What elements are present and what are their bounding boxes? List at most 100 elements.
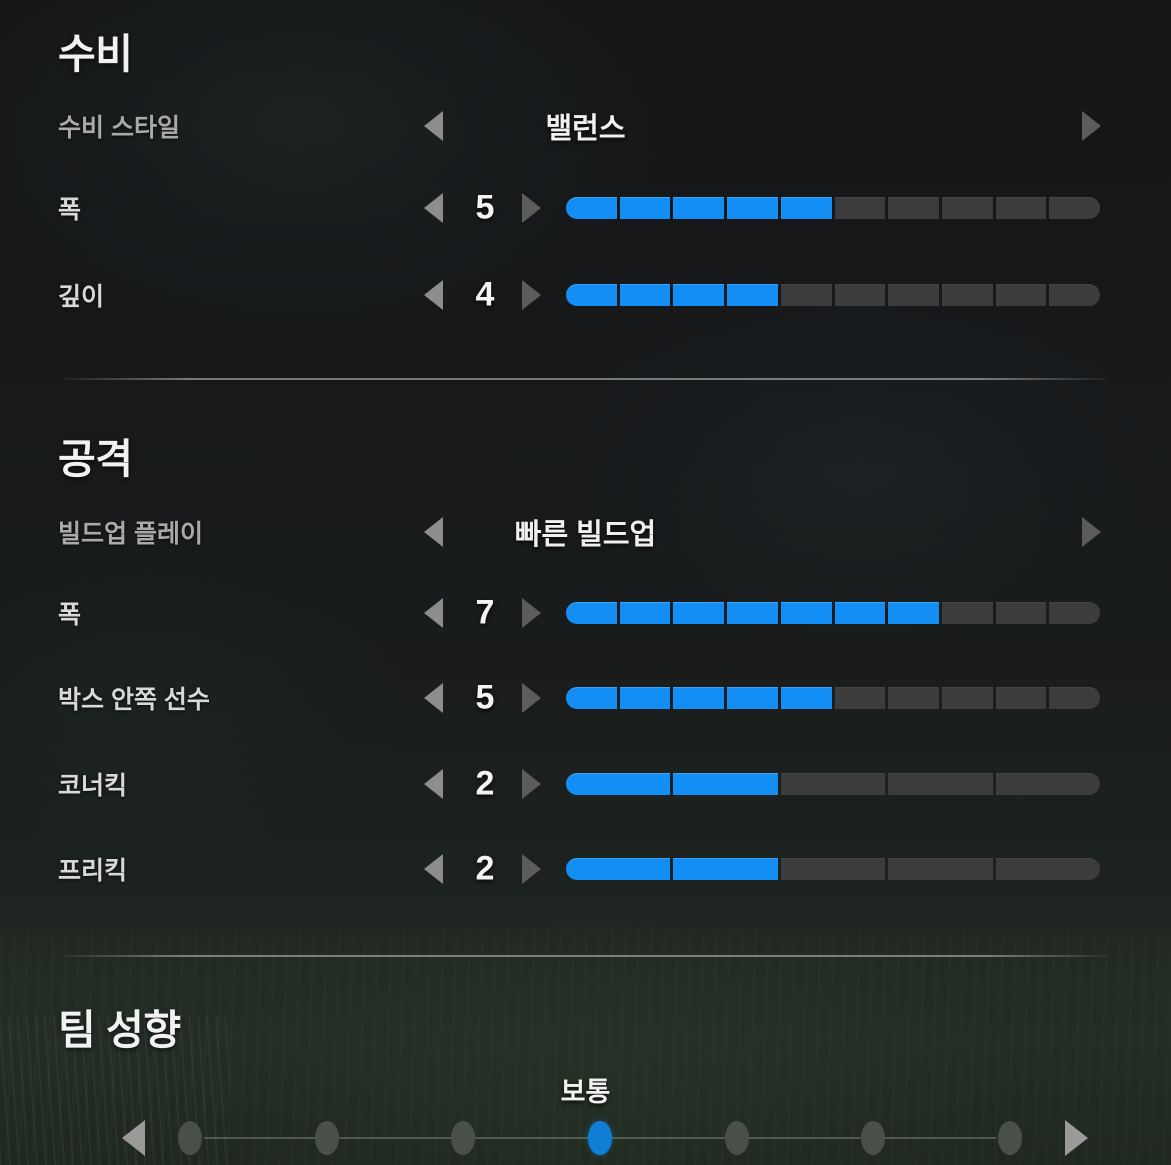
slider-segment[interactable]: [566, 284, 617, 306]
slider-segment[interactable]: [1049, 687, 1101, 709]
slider-segment[interactable]: [566, 773, 671, 795]
triangle-right-icon[interactable]: [522, 769, 541, 799]
triangle-left-icon[interactable]: [424, 683, 443, 713]
slider-segment[interactable]: [888, 773, 993, 795]
slider-segment[interactable]: [673, 773, 778, 795]
slider-segment[interactable]: [566, 602, 617, 624]
slider-segment[interactable]: [673, 602, 725, 624]
slider-segment[interactable]: [834, 602, 886, 624]
setting-row-corner-kick[interactable]: 코너킥 2: [0, 758, 1171, 810]
triangle-left-icon[interactable]: [424, 598, 443, 628]
segmented-slider[interactable]: [566, 284, 1101, 306]
slider-segment[interactable]: [780, 284, 832, 306]
mentality-dot[interactable]: [314, 1121, 339, 1155]
triangle-right-icon[interactable]: [1082, 517, 1101, 547]
slider-segment[interactable]: [995, 858, 1101, 880]
triangle-right-icon[interactable]: [1065, 1120, 1088, 1156]
slider-segment[interactable]: [780, 197, 832, 219]
slider-segment[interactable]: [566, 858, 671, 880]
triangle-left-icon[interactable]: [424, 280, 443, 310]
slider-segment[interactable]: [888, 284, 939, 306]
mentality-slider[interactable]: 보통: [0, 1070, 1171, 1165]
setting-row-defense-width[interactable]: 폭 5: [0, 182, 1171, 234]
mentality-dot[interactable]: [724, 1121, 749, 1155]
slider-segment[interactable]: [619, 197, 671, 219]
triangle-right-icon[interactable]: [522, 683, 541, 713]
mentality-dot[interactable]: [451, 1121, 476, 1155]
slider-segment[interactable]: [834, 284, 886, 306]
stepper-value: 2: [475, 764, 495, 803]
slider-segment[interactable]: [780, 773, 886, 795]
slider-segment[interactable]: [995, 284, 1047, 306]
mentality-dot[interactable]: [178, 1121, 202, 1155]
slider-segment[interactable]: [619, 602, 671, 624]
triangle-right-icon[interactable]: [522, 598, 541, 628]
mentality-dot[interactable]: [861, 1121, 886, 1155]
slider-segment[interactable]: [941, 602, 993, 624]
slider-segment[interactable]: [780, 687, 832, 709]
slider-segment[interactable]: [673, 687, 725, 709]
slider-segment[interactable]: [1049, 197, 1101, 219]
slider-segment[interactable]: [566, 197, 617, 219]
slider-segment[interactable]: [673, 858, 778, 880]
setting-row-players-in-box[interactable]: 박스 안쪽 선수 5: [0, 672, 1171, 724]
slider-segment[interactable]: [673, 284, 725, 306]
segmented-slider[interactable]: [566, 858, 1101, 880]
triangle-right-icon[interactable]: [1082, 111, 1101, 141]
setting-row-defensive-style[interactable]: 수비 스타일 밸런스: [0, 100, 1171, 152]
slider-segment[interactable]: [1049, 284, 1101, 306]
slider-segment[interactable]: [888, 858, 993, 880]
section-title-team-mentality: 팀 성향: [58, 1007, 181, 1053]
triangle-left-icon[interactable]: [424, 111, 443, 141]
triangle-left-icon[interactable]: [424, 769, 443, 799]
slider-segment[interactable]: [619, 284, 671, 306]
triangle-left-icon[interactable]: [122, 1120, 145, 1156]
slider-segment[interactable]: [727, 197, 778, 219]
stepper-value: 5: [475, 678, 495, 717]
segmented-slider[interactable]: [566, 602, 1101, 624]
segmented-slider[interactable]: [566, 687, 1101, 709]
slider-segment[interactable]: [941, 687, 993, 709]
slider-segment[interactable]: [888, 197, 939, 219]
stepper-value: 7: [475, 593, 495, 632]
slider-segment[interactable]: [995, 687, 1047, 709]
slider-segment[interactable]: [941, 197, 993, 219]
slider-segment[interactable]: [566, 687, 617, 709]
slider-segment[interactable]: [834, 197, 886, 219]
triangle-right-icon[interactable]: [522, 280, 541, 310]
mentality-dot-track[interactable]: [178, 1118, 1022, 1158]
triangle-right-icon[interactable]: [522, 193, 541, 223]
row-label: 코너킥: [58, 772, 128, 800]
mentality-dot-active[interactable]: [588, 1121, 612, 1155]
row-label: 수비 스타일: [58, 114, 180, 142]
mentality-dot[interactable]: [998, 1121, 1022, 1155]
triangle-left-icon[interactable]: [424, 193, 443, 223]
setting-row-free-kick[interactable]: 프리킥 2: [0, 843, 1171, 895]
slider-segment[interactable]: [834, 687, 886, 709]
setting-row-attack-width[interactable]: 폭 7: [0, 587, 1171, 639]
triangle-right-icon[interactable]: [522, 854, 541, 884]
slider-segment[interactable]: [780, 858, 886, 880]
slider-segment[interactable]: [995, 197, 1047, 219]
segmented-slider[interactable]: [566, 773, 1101, 795]
slider-segment[interactable]: [1049, 602, 1101, 624]
row-label: 빌드업 플레이: [58, 520, 203, 548]
triangle-left-icon[interactable]: [424, 517, 443, 547]
slider-segment[interactable]: [995, 773, 1101, 795]
triangle-left-icon[interactable]: [424, 854, 443, 884]
slider-segment[interactable]: [619, 687, 671, 709]
segmented-slider[interactable]: [566, 197, 1101, 219]
slider-segment[interactable]: [941, 284, 993, 306]
slider-segment[interactable]: [727, 687, 778, 709]
slider-segment[interactable]: [888, 602, 939, 624]
slider-segment[interactable]: [673, 197, 725, 219]
setting-row-buildup-play[interactable]: 빌드업 플레이 빠른 빌드업: [0, 506, 1171, 558]
slider-segment[interactable]: [727, 284, 778, 306]
slider-segment[interactable]: [780, 602, 832, 624]
slider-segment[interactable]: [727, 602, 778, 624]
slider-segment[interactable]: [995, 602, 1047, 624]
setting-row-defense-depth[interactable]: 깊이 4: [0, 269, 1171, 321]
slider-segment[interactable]: [888, 687, 939, 709]
